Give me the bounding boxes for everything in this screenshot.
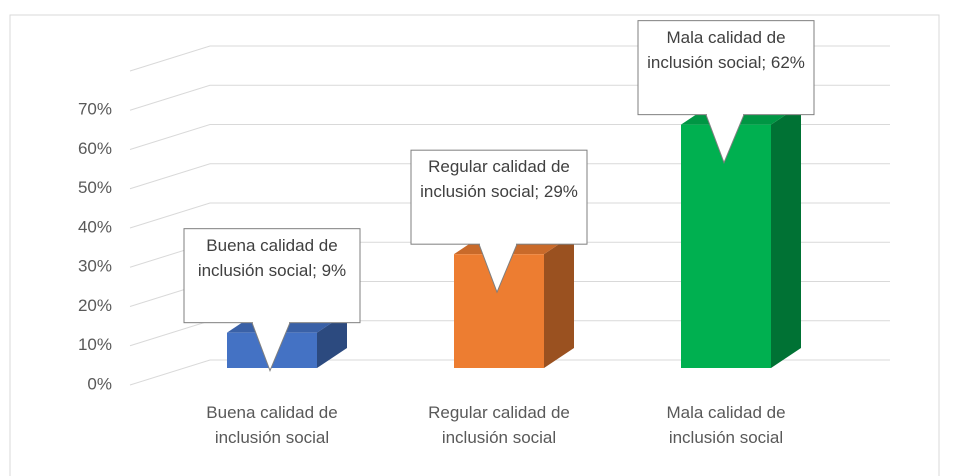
grid-line: [129, 359, 890, 386]
grid-line: [129, 124, 890, 150]
y-tick-label: 40%: [78, 217, 112, 236]
callout-box: [410, 149, 588, 245]
grid-line: [129, 202, 890, 229]
y-tick-label: 30%: [78, 257, 112, 276]
bar-side: [544, 234, 574, 368]
data-label: Regular calidad de inclusión social; 29%: [420, 157, 578, 202]
x-tick-label: Mala calidad de inclusión social: [666, 403, 786, 447]
y-tick-label: 60%: [78, 139, 112, 158]
x-tick-label: Buena calidad de inclusión social: [206, 403, 338, 447]
data-label: Buena calidad de inclusión social; 9%: [197, 235, 347, 280]
bar-side: [771, 104, 801, 369]
y-tick-label: 0%: [87, 374, 112, 393]
y-tick-label: 20%: [78, 296, 112, 315]
callout-box: [183, 228, 361, 324]
bar-side: [317, 312, 347, 368]
y-tick-label: 50%: [78, 178, 112, 197]
grid-line: [129, 163, 890, 190]
callout-box: [637, 20, 815, 116]
y-tick-label: 70%: [78, 100, 112, 119]
y-tick-label: 10%: [78, 335, 112, 354]
data-label: Mala calidad de inclusión social; 62%: [647, 27, 805, 72]
chart-frame: [9, 14, 940, 476]
bar: [681, 124, 771, 369]
x-tick-label: Regular calidad de inclusión social: [428, 403, 570, 447]
